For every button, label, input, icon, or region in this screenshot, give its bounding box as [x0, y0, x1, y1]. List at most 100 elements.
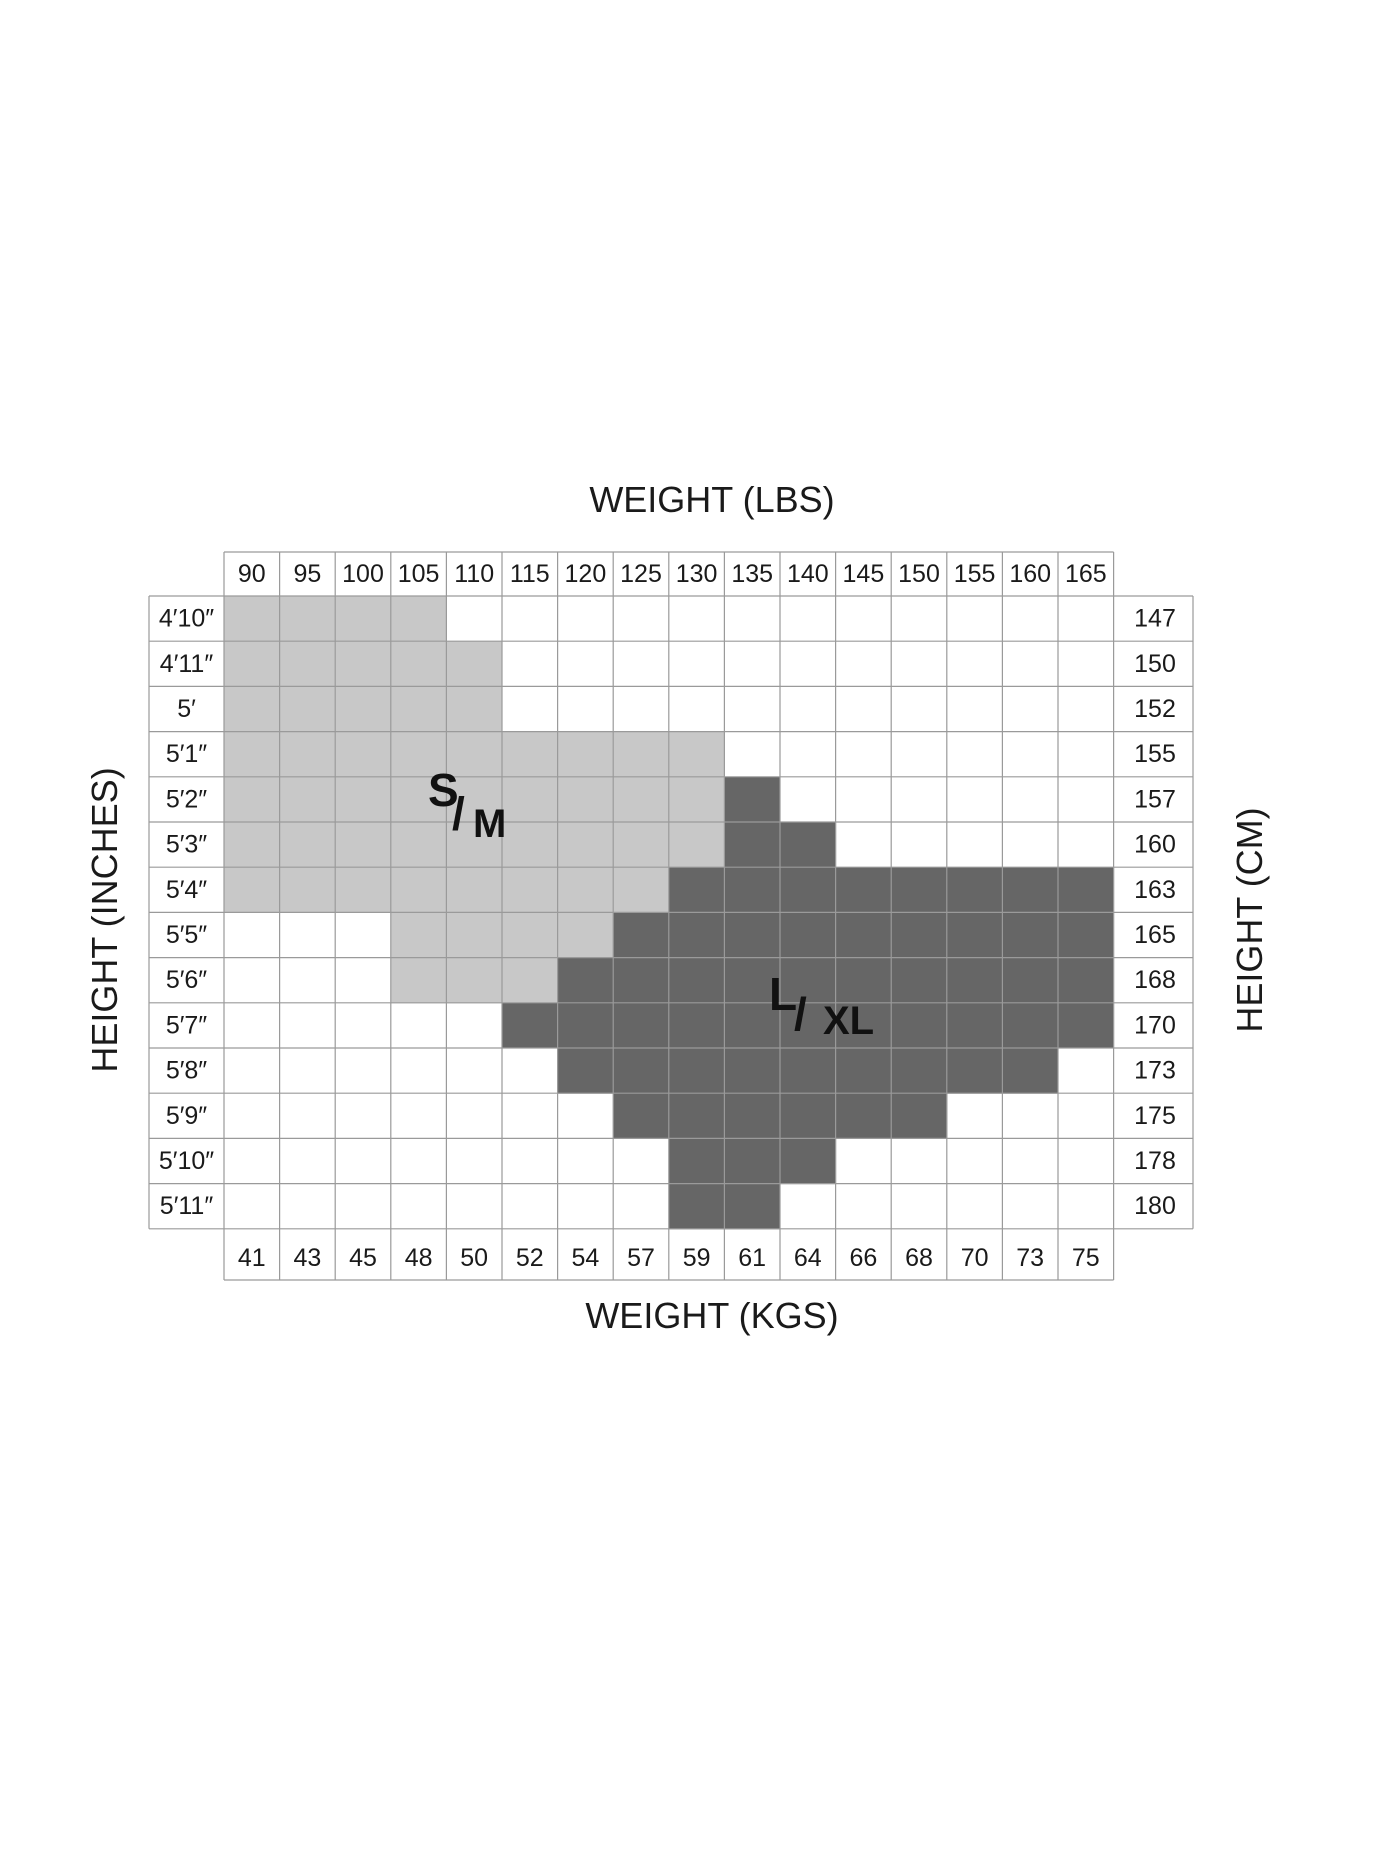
cell-lxl: [613, 1048, 670, 1094]
cell-sm: [446, 867, 503, 913]
tick-label-inches: 5′: [177, 695, 196, 723]
cell-lxl: [835, 867, 892, 913]
cell-sm: [390, 731, 447, 778]
cell-lxl: [835, 1093, 892, 1139]
cell-lxl: [724, 957, 781, 1004]
tick-label-cm: 180: [1134, 1192, 1176, 1220]
cell-lxl: [1058, 867, 1115, 913]
cell-sm: [390, 822, 447, 868]
tick-label-cm: 165: [1134, 921, 1176, 949]
tick-label-lbs: 155: [954, 560, 996, 588]
cell-lxl: [835, 912, 892, 959]
cell-sm: [557, 776, 614, 823]
tick-label-lbs: 120: [565, 560, 607, 588]
cell-sm: [279, 686, 336, 733]
tick-label-lbs: 125: [620, 560, 662, 588]
cell-sm: [279, 731, 336, 778]
tick-label-lbs: 135: [731, 560, 773, 588]
x-top-axis-title: WEIGHT (LBS): [589, 479, 834, 520]
cell-lxl: [946, 1048, 1003, 1094]
cell-sm: [279, 822, 336, 868]
cell-lxl: [668, 912, 725, 959]
cell-lxl: [946, 912, 1003, 959]
cell-lxl: [557, 1002, 614, 1049]
tick-label-lbs: 130: [676, 560, 718, 588]
tick-label-inches: 5′2″: [166, 785, 207, 813]
cell-lxl: [780, 867, 837, 913]
cell-lxl: [946, 867, 1003, 913]
tick-label-kgs: 57: [627, 1244, 655, 1272]
cell-lxl: [835, 957, 892, 1004]
tick-label-kgs: 41: [238, 1244, 266, 1272]
tick-label-cm: 178: [1134, 1147, 1176, 1175]
cell-sm: [224, 686, 281, 733]
tick-label-cm: 170: [1134, 1011, 1176, 1039]
tick-label-kgs: 75: [1072, 1244, 1100, 1272]
cell-sm: [390, 912, 447, 959]
cell-sm: [390, 776, 447, 823]
cell-lxl: [891, 957, 948, 1004]
tick-label-kgs: 48: [405, 1244, 433, 1272]
cell-lxl: [613, 957, 670, 1004]
tick-label-lbs: 140: [787, 560, 829, 588]
tick-label-kgs: 52: [516, 1244, 544, 1272]
cell-lxl: [1002, 1002, 1059, 1049]
tick-label-inches: 5′8″: [166, 1057, 207, 1085]
cell-sm: [390, 867, 447, 913]
size-labels: S/ML/XL: [428, 764, 874, 1043]
cell-lxl: [891, 1048, 948, 1094]
cell-lxl: [668, 957, 725, 1004]
tick-label-kgs: 66: [849, 1244, 877, 1272]
cell-lxl: [724, 1138, 781, 1185]
cell-lxl: [613, 1093, 670, 1139]
tick-label-cm: 168: [1134, 966, 1176, 994]
cell-sm: [502, 867, 559, 913]
cell-lxl: [724, 867, 781, 913]
cell-lxl: [1058, 957, 1115, 1004]
cell-lxl: [724, 822, 781, 868]
cell-sm: [224, 731, 281, 778]
cell-sm: [335, 686, 392, 733]
cell-sm: [390, 641, 447, 687]
tick-label-cm: 152: [1134, 695, 1176, 723]
cell-sm: [224, 822, 281, 868]
cell-sm: [279, 776, 336, 823]
tick-label-lbs: 110: [454, 560, 494, 588]
tick-label-kgs: 54: [571, 1244, 599, 1272]
cell-sm: [502, 912, 559, 959]
cell-sm: [668, 731, 725, 778]
tick-label-cm: 147: [1134, 605, 1176, 633]
tick-label-kgs: 70: [961, 1244, 989, 1272]
tick-label-kgs: 43: [293, 1244, 321, 1272]
cell-sm: [557, 912, 614, 959]
cell-lxl: [1002, 912, 1059, 959]
cell-lxl: [724, 1093, 781, 1139]
size-label-sm-sub: M: [473, 802, 506, 846]
cell-lxl: [780, 1048, 837, 1094]
tick-label-lbs: 160: [1009, 560, 1051, 588]
cell-sm: [502, 731, 559, 778]
cell-lxl: [668, 1093, 725, 1139]
grid-lines: [148, 551, 1194, 1281]
cell-sm: [446, 822, 503, 868]
tick-label-cm: 155: [1134, 740, 1176, 768]
cell-lxl: [724, 776, 781, 823]
cell-lxl: [780, 1138, 837, 1185]
tick-label-inches: 5′1″: [166, 740, 207, 768]
cell-sm: [390, 686, 447, 733]
cell-lxl: [835, 1002, 892, 1049]
tick-label-inches: 4′10″: [159, 605, 214, 633]
cell-sm: [224, 641, 281, 687]
cell-lxl: [946, 1002, 1003, 1049]
cell-lxl: [613, 912, 670, 959]
cell-sm: [446, 731, 503, 778]
tick-label-inches: 5′3″: [166, 831, 207, 859]
cell-sm: [390, 596, 447, 642]
cell-lxl: [780, 957, 837, 1004]
y-left-axis-title: HEIGHT (INCHES): [84, 767, 125, 1072]
cell-lxl: [891, 912, 948, 959]
cell-lxl: [1058, 912, 1115, 959]
cell-sm: [224, 596, 281, 642]
cell-sm: [502, 776, 559, 823]
